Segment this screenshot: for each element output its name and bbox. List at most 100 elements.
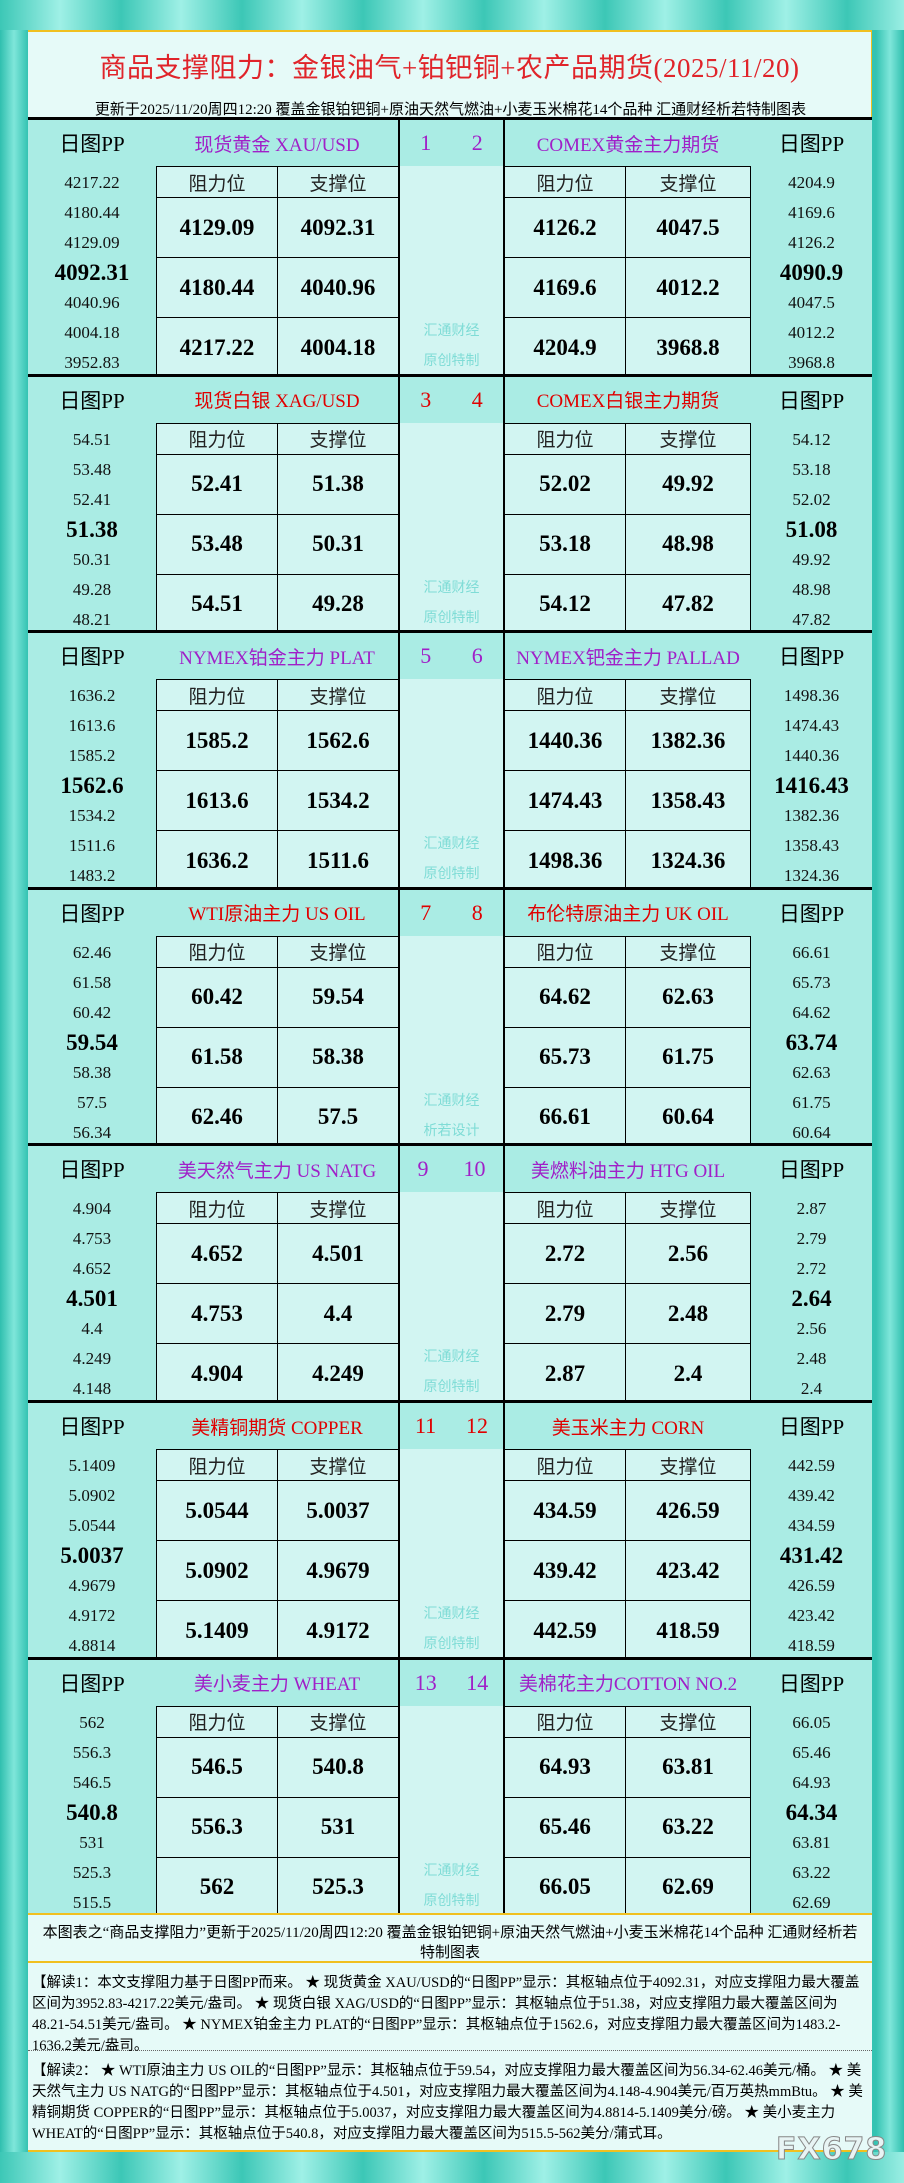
pp-level-value: 439.42 <box>788 1486 835 1505</box>
section-number: 7 <box>420 899 432 925</box>
resistance-header: 阻力位 <box>157 167 278 198</box>
resistance-value: 4169.6 <box>505 258 626 318</box>
pp-level-value: 5.0902 <box>68 1486 116 1505</box>
daily-pp-label: 日图PP <box>59 645 125 670</box>
support-value: 1511.6 <box>278 831 399 892</box>
support-value: 63.81 <box>626 1737 751 1798</box>
levels-table-left: 阻力位 支撑位 1585.2 1562.6 1613.6 1534.2 1636.2 1511… <box>156 679 399 892</box>
support-value: 2.48 <box>626 1284 751 1345</box>
pp-level-value: 556.3 <box>72 1742 112 1762</box>
pp-level-value: 2.56 <box>796 1319 827 1339</box>
pivot-value: 540.8 <box>66 1799 118 1825</box>
pp-level-value: 1358.43 <box>783 836 840 856</box>
daily-pp-column-left: 日图PP 54.51 53.48 52.41 51.38 50.31 49.28 48.21 <box>28 376 156 631</box>
resistance-value: 5.0544 <box>157 1481 278 1541</box>
section-number: 3 <box>420 386 432 412</box>
pivot-value: 4.501 <box>66 1286 118 1312</box>
watermark-text: 原创特制 <box>423 1380 480 1396</box>
pp-level-value: 4047.5 <box>788 293 835 312</box>
instrument-name-left: 现货白银 XAG/USD <box>194 391 360 413</box>
support-header: 支撑位 <box>626 1193 751 1225</box>
resistance-header: 阻力位 <box>505 1193 626 1225</box>
support-value: 47.82 <box>626 574 751 635</box>
resistance-value: 4126.2 <box>505 198 626 258</box>
pp-level-value: 4169.6 <box>788 203 835 222</box>
pp-level-value: 53.48 <box>72 459 112 479</box>
levels-table-right: 阻力位 支撑位 64.93 63.81 65.46 63.22 66.05 62.69 <box>505 1705 751 1918</box>
support-header: 支撑位 <box>626 167 751 198</box>
levels-table-right: 阻力位 支撑位 1440.36 1382.36 1474.43 1358.43 1498.3… <box>505 679 751 892</box>
watermark-text: 汇通财经 <box>423 837 480 853</box>
section-number: 14 <box>466 1669 489 1695</box>
levels-table-left: 阻力位 支撑位 52.41 51.38 53.48 50.31 54.51 49.28 <box>156 422 399 635</box>
support-value: 540.8 <box>278 1737 399 1798</box>
pp-level-value: 54.12 <box>792 429 831 449</box>
resistance-value: 439.42 <box>505 1541 626 1601</box>
resistance-value: 4.753 <box>157 1284 278 1345</box>
daily-pp-label: 日图PP <box>778 645 845 670</box>
support-header: 支撑位 <box>278 680 399 712</box>
pp-level-value: 4012.2 <box>788 323 835 342</box>
support-value: 62.63 <box>626 967 751 1028</box>
instrument-name-right: 美玉米主力 CORN <box>551 1417 705 1439</box>
support-header: 支撑位 <box>278 1450 399 1481</box>
instrument-name-left: 美精铜期货 COPPER <box>191 1417 363 1439</box>
levels-table-right: 阻力位 支撑位 64.62 62.63 65.73 61.75 66.61 60.64 <box>505 935 751 1148</box>
daily-pp-label: 日图PP <box>778 388 845 413</box>
support-value: 1382.36 <box>626 711 751 772</box>
resistance-value: 52.41 <box>157 454 278 515</box>
resistance-header: 阻力位 <box>505 167 626 198</box>
daily-pp-column-left: 日图PP 4217.22 4180.44 4129.09 4092.31 4040.96 4… <box>28 120 156 374</box>
section-number: 12 <box>466 1413 489 1438</box>
resistance-value: 1613.6 <box>157 771 278 832</box>
resistance-value: 4180.44 <box>157 258 278 318</box>
pivot-value: 51.08 <box>785 516 838 542</box>
pp-level-value: 525.3 <box>72 1862 112 1882</box>
pp-level-value: 4004.18 <box>64 323 120 342</box>
pp-level-value: 4.4 <box>81 1319 103 1339</box>
pp-level-value: 63.81 <box>792 1832 831 1852</box>
pp-level-value: 49.28 <box>72 579 112 599</box>
bottom-frame <box>0 2152 904 2183</box>
daily-pp-column-right: 日图PP 4204.9 4169.6 4126.2 4090.9 4047.5 4012.2… <box>751 120 872 374</box>
pp-level-value: 1483.2 <box>68 866 116 886</box>
resistance-header: 阻力位 <box>157 1706 278 1738</box>
pp-level-value: 63.22 <box>792 1862 831 1882</box>
pp-level-value: 515.5 <box>72 1892 112 1912</box>
resistance-value: 1585.2 <box>157 711 278 772</box>
pp-level-value: 562 <box>79 1712 105 1732</box>
support-value: 60.64 <box>626 1087 751 1148</box>
support-value: 4040.96 <box>278 258 399 318</box>
watermark-text: 汇通财经 <box>423 1863 480 1879</box>
instrument-name-right: COMEX黄金主力期货 <box>536 134 720 156</box>
support-value: 3968.8 <box>626 318 751 378</box>
support-header: 支撑位 <box>626 1450 751 1481</box>
support-value: 49.28 <box>278 574 399 635</box>
daily-pp-label: 日图PP <box>778 132 845 156</box>
pp-level-value: 4180.44 <box>64 203 120 222</box>
pp-level-value: 66.61 <box>792 942 831 962</box>
center-column: 9 10 汇通财经 原创特制 <box>398 1146 505 1401</box>
levels-table-left: 阻力位 支撑位 4.652 4.501 4.753 4.4 4.904 4.249 <box>156 1192 399 1405</box>
resistance-header: 阻力位 <box>505 1450 626 1481</box>
watermark-text: 原创特制 <box>423 1637 480 1652</box>
resistance-value: 66.05 <box>505 1857 626 1918</box>
pp-level-value: 1440.36 <box>783 746 840 766</box>
resistance-value: 1636.2 <box>157 831 278 892</box>
support-value: 4.9679 <box>278 1541 399 1601</box>
pivot-value: 59.54 <box>66 1029 118 1055</box>
resistance-header: 阻力位 <box>505 1706 626 1738</box>
support-value: 57.5 <box>278 1087 399 1148</box>
resistance-value: 62.46 <box>157 1087 278 1148</box>
support-header: 支撑位 <box>278 936 399 968</box>
levels-table-right: 阻力位 支撑位 4126.2 4047.5 4169.6 4012.2 4204.9 3968… <box>505 166 751 378</box>
resistance-header: 阻力位 <box>505 423 626 455</box>
support-value: 4.9172 <box>278 1601 399 1661</box>
pp-level-value: 2.48 <box>796 1349 827 1369</box>
resistance-value: 64.62 <box>505 967 626 1028</box>
daily-pp-label: 日图PP <box>778 901 845 926</box>
fx678-logo: FX678 <box>775 2132 888 2168</box>
levels-table-right: 阻力位 支撑位 2.72 2.56 2.79 2.48 2.87 2.4 <box>505 1192 751 1405</box>
support-value: 1324.36 <box>626 831 751 892</box>
commodity-section: 日图PP 1636.2 1613.6 1585.2 1562.6 1534.2 1511.6… <box>28 630 872 892</box>
